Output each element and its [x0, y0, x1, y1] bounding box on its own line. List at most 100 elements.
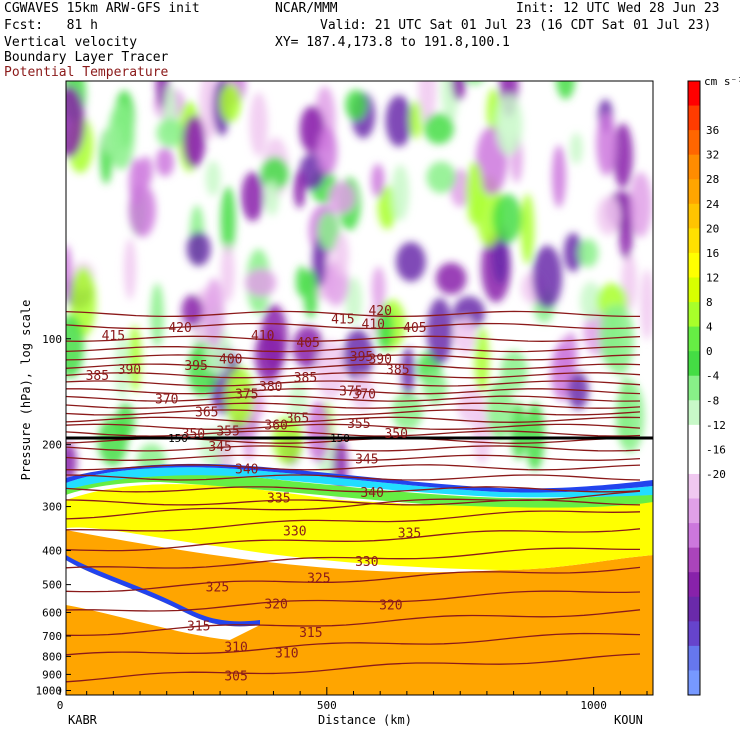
theta-contour [66, 380, 641, 387]
theta-label: 310 [275, 646, 298, 661]
theta-contour [66, 354, 641, 361]
theta-contour [66, 322, 641, 330]
org-label: NCAR/MMM [275, 1, 338, 16]
x-axis-label: Distance (km) [318, 713, 412, 727]
theta-label: 310 [224, 641, 247, 656]
theta-contour [66, 388, 641, 395]
wave-blob [260, 304, 288, 373]
colorbar-tick-label: 8 [706, 296, 713, 309]
theta-label: 380 [259, 380, 282, 395]
theta-contour [66, 363, 641, 370]
colorbar-tick-label: 24 [706, 198, 720, 211]
colorbar-swatch [688, 449, 700, 475]
theta-label: 385 [86, 369, 109, 384]
theta-label: 405 [296, 336, 319, 351]
colorbar-swatch [688, 596, 700, 622]
wave-blob [345, 89, 367, 121]
y-tick-label: 200 [42, 439, 62, 452]
theta-contour [66, 490, 641, 520]
theta-label: 390 [368, 353, 391, 368]
wave-blob [395, 242, 426, 282]
theta-contour [66, 547, 640, 569]
theta-label: 370 [155, 393, 178, 408]
colorbar-tick-label: 12 [706, 271, 719, 284]
colorbar-frame [687, 80, 701, 696]
colorbar-tick-label: 20 [706, 222, 719, 235]
y-tick-label: 500 [42, 579, 62, 592]
theta-contour [66, 474, 641, 481]
colorbar-swatch [688, 498, 700, 524]
wave-blob [307, 401, 330, 463]
wave-blob [640, 269, 653, 341]
colorbar: 36 32 28 24 20 16 12 8 4 0 -4 -8 -12 -16 -20 [687, 80, 726, 696]
wave-blob [550, 343, 574, 402]
theta-label: 415 [102, 329, 125, 344]
theta-label: 335 [267, 491, 290, 506]
y-tick-label: 100 [42, 333, 62, 346]
theta-contour [66, 402, 641, 409]
wave-blob [128, 325, 142, 392]
wave-blob [474, 327, 490, 393]
y-tick-label: 800 [42, 650, 62, 663]
theta-label: 405 [403, 321, 426, 336]
wave-blob [205, 160, 221, 197]
colorbar-tick-label: 16 [706, 247, 719, 260]
colorbar-tick-label: 28 [706, 173, 719, 186]
wave-blob [556, 81, 576, 100]
wave-blob [245, 268, 277, 297]
wave-blob [220, 243, 235, 303]
theta-contour [66, 395, 641, 402]
wave-blob [371, 266, 386, 311]
wave-blob [242, 419, 255, 462]
wave-blob [371, 163, 385, 198]
theta-label: 330 [283, 524, 306, 539]
wave-blob [272, 416, 304, 465]
wave-blob [186, 231, 211, 266]
wave-blob [385, 95, 413, 147]
theta-contour [66, 528, 641, 552]
y-axis-label: Pressure (hPa), log scale [19, 300, 33, 481]
colorbar-tick-label: -4 [706, 370, 720, 383]
theta-label: 385 [294, 371, 317, 386]
wave-blob [350, 374, 375, 411]
cyan-band [66, 467, 653, 498]
theta-label: 410 [362, 318, 385, 333]
wave-blob [181, 294, 204, 327]
colorbar-swatch [688, 302, 700, 328]
theta-contour [66, 416, 641, 423]
x-tick-label: 500 [317, 699, 337, 712]
wave-blob [342, 329, 374, 382]
colorbar-swatch [688, 351, 700, 377]
colorbar-swatch [688, 326, 700, 352]
forecast-hour: Fcst: 81 h [4, 18, 98, 33]
model-title: CGWAVES 15km ARW-GFS init [4, 1, 200, 16]
x-tick-label: 0 [57, 699, 64, 712]
wave-blob [220, 186, 236, 256]
colorbar-swatch [688, 375, 700, 401]
colorbar-tick-label: -16 [706, 443, 726, 456]
colorbar-swatch [688, 547, 700, 573]
wave-blob [249, 92, 268, 157]
wave-blob [418, 81, 437, 126]
wave-blob [66, 314, 85, 379]
wave-blob [423, 113, 454, 145]
tropopause-label-left: 150 [168, 432, 188, 445]
wave-blob [520, 193, 535, 265]
theta-label: 390 [118, 363, 141, 378]
theta-label: 355 [347, 417, 370, 432]
theta-label: 350 [182, 427, 205, 442]
x-end-station: KOUN [614, 713, 643, 727]
wave-blob [486, 379, 514, 441]
colorbar-swatch [688, 523, 700, 549]
wave-blob [66, 244, 73, 301]
theta-label: 385 [386, 363, 409, 378]
theta-contour [66, 609, 641, 637]
theta-label: 370 [352, 388, 375, 403]
colorbar-unit: cm s⁻¹ [704, 75, 740, 88]
y-tick-label: 900 [42, 668, 62, 681]
colorbar-swatch [688, 179, 700, 205]
theta-label: 395 [350, 350, 373, 365]
wave-blob [317, 212, 340, 251]
colorbar-swatch [688, 81, 700, 107]
wave-blob [292, 326, 324, 369]
